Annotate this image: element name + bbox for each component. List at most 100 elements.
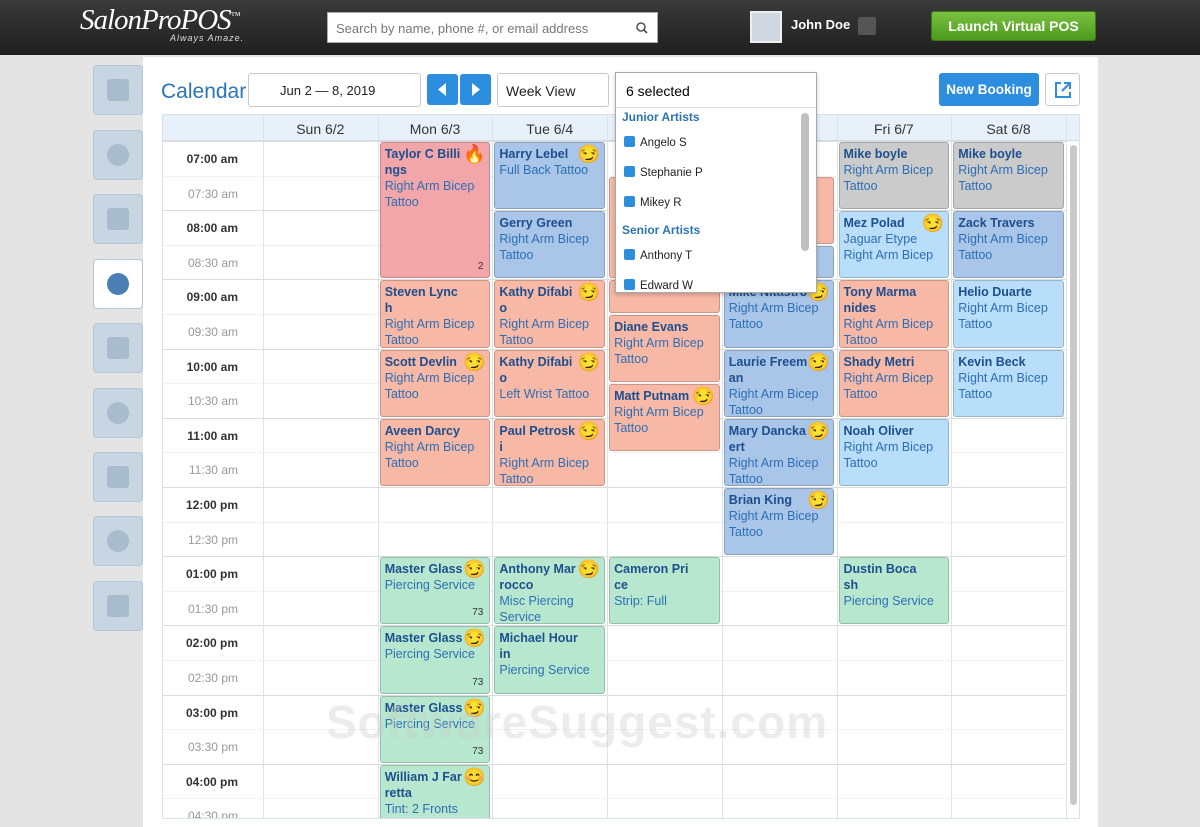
top-bar: SalonProPOS™ Always Amaze. Search by nam… <box>0 0 1200 55</box>
client-name: Steven Lynch <box>384 285 458 316</box>
client-name: Matt Putnam <box>614 389 690 404</box>
filter-value: 6 selected <box>626 83 690 99</box>
artist-name: Edward W <box>640 280 694 292</box>
mood-emoji: 😏 <box>807 420 830 441</box>
appointment[interactable]: Tony Marmanides Right Arm Bicep Tattoo <box>838 280 950 348</box>
launch-button[interactable]: Launch Virtual POS <box>931 11 1096 41</box>
sidebar-item[interactable] <box>93 581 143 631</box>
checkbox[interactable] <box>624 279 635 290</box>
client-name: Tony Marmanides <box>843 285 917 316</box>
sidebar-item[interactable] <box>93 516 143 566</box>
service: Jaguar Etype Right Arm Bicep <box>843 232 934 263</box>
client-name: Michael Hourin <box>499 631 578 662</box>
filter-select[interactable]: 6 selected <box>616 73 816 108</box>
day-header: Sat 6/8 <box>986 121 1031 137</box>
appointment[interactable]: Kevin Beck Right Arm Bicep Tattoo <box>953 349 1064 417</box>
view-select[interactable]: Week View <box>497 73 609 107</box>
row-line <box>163 279 1066 281</box>
sidebar-item[interactable] <box>93 452 143 502</box>
client-name: Helio Duarte <box>958 285 1032 300</box>
appointment[interactable]: Paul Petroski Right Arm Bicep Tattoo 😏 <box>494 418 606 486</box>
appointment[interactable]: Gerry Green Right Arm Bicep Tattoo <box>494 211 606 279</box>
artist-option[interactable]: Stephanie P <box>624 166 703 179</box>
row-line <box>163 175 1066 177</box>
appointment[interactable]: Harry Lebel Full Back Tattoo 😏 <box>494 142 606 210</box>
appointment[interactable]: Laurie Freeman Right Arm Bicep Tattoo 😏 <box>723 349 835 417</box>
mood-emoji: 😏 <box>462 628 486 649</box>
prev-button[interactable] <box>427 74 458 105</box>
appointment[interactable]: Helio Duarte Right Arm Bicep Tattoo <box>953 280 1064 348</box>
appointment[interactable]: Zack Travers Right Arm Bicep Tattoo <box>953 211 1064 279</box>
artist-option[interactable]: Angelo S <box>624 136 687 149</box>
client-name: Scott Devlin <box>384 354 457 369</box>
appointment[interactable]: William J Farretta Tint: 2 Fronts 😊 <box>379 764 491 818</box>
artist-option[interactable]: Anthony T <box>624 249 692 262</box>
sidebar-item[interactable] <box>93 65 143 115</box>
time-label: 11:30 am <box>188 463 238 478</box>
next-button[interactable] <box>460 74 491 105</box>
appointment[interactable]: Kathy Difabio Left Wrist Tattoo 😏 <box>494 349 606 417</box>
appointment[interactable]: Master Glass Piercing Service 😏 73 <box>379 557 491 625</box>
appointment[interactable]: Steven Lynch Right Arm Bicep Tattoo <box>379 280 491 348</box>
checkbox[interactable] <box>624 196 635 207</box>
appointment[interactable]: Taylor C Billings Right Arm Bicep Tattoo 🔥… <box>379 142 491 279</box>
sidebar-item[interactable] <box>93 130 143 180</box>
user-name[interactable]: John Doe <box>791 17 851 32</box>
appointment[interactable]: Aveen Darcy Right Arm Bicep Tattoo <box>379 418 491 486</box>
time-label: 04:00 pm <box>185 774 238 789</box>
logo[interactable]: SalonProPOS™ <box>80 4 241 37</box>
search-box[interactable]: Search by name, phone #, or email addres… <box>327 12 658 43</box>
appointment[interactable]: Mary Danckaert Right Arm Bicep Tattoo 😏 <box>723 418 835 486</box>
appointment[interactable]: Master Glass Piercing Service 😏 73 <box>379 695 491 763</box>
client-name: Aveen Darcy <box>384 423 460 438</box>
appointment[interactable]: Dustin Bocash Piercing Service <box>838 557 950 625</box>
sidebar-icon <box>107 595 129 617</box>
appointment[interactable]: Mez Polad Jaguar Etype Right Arm Bicep 😏 <box>838 211 950 279</box>
mood-emoji: 😏 <box>577 420 601 441</box>
sidebar-item[interactable] <box>93 259 143 309</box>
avatar[interactable] <box>750 11 782 43</box>
appointment[interactable]: Kathy Difabio Right Arm Bicep Tattoo 😏 <box>494 280 606 348</box>
appointment[interactable]: Diane Evans Right Arm Bicep Tattoo <box>609 315 720 383</box>
sidebar-item[interactable] <box>93 194 143 244</box>
appointment[interactable]: Brian King Right Arm Bicep Tattoo 😏 <box>723 488 835 556</box>
checkbox[interactable] <box>624 136 635 147</box>
day-column-line <box>836 115 838 818</box>
appointment[interactable]: Master Glass Piercing Service 😏 73 <box>379 626 491 694</box>
sidebar-item[interactable] <box>93 323 143 373</box>
appointment[interactable]: Mike boyle Right Arm Bicep Tattoo <box>838 142 950 210</box>
appointment[interactable]: Cameron Price Strip: Full <box>609 557 720 625</box>
checkbox[interactable] <box>624 249 635 260</box>
appointment[interactable]: Mike boyle Right Arm Bicep Tattoo <box>953 142 1064 210</box>
mood-emoji: 😏 <box>807 490 830 510</box>
row-line <box>163 660 1066 661</box>
service: Right Arm Bicep Tattoo <box>384 439 475 470</box>
day-header: Fri 6/7 <box>874 121 914 137</box>
service: Misc Piercing Service <box>499 594 574 625</box>
checkbox[interactable] <box>624 166 635 177</box>
logo-text: SalonProPOS <box>80 4 232 36</box>
client-name: Taylor C Billings <box>384 147 461 177</box>
new-booking-button[interactable]: New Booking <box>939 73 1039 106</box>
client-name: Mike boyle <box>843 147 908 161</box>
user-dropdown[interactable] <box>858 17 876 35</box>
sidebar-item[interactable] <box>93 388 143 438</box>
service: Right Arm Bicep Tattoo <box>499 317 590 348</box>
date-picker[interactable]: Jun 2 — 8, 2019 <box>248 73 421 107</box>
appointment[interactable]: Shady Metri Right Arm Bicep Tattoo <box>838 349 950 417</box>
open-external[interactable] <box>1045 73 1080 106</box>
logo-mark: ™ <box>230 10 241 22</box>
artist-filter[interactable]: 6 selected Junior Artists Angelo S Stephan… <box>615 72 817 293</box>
sidebar-icon <box>107 79 129 101</box>
row-line <box>163 625 1066 627</box>
appointment[interactable]: Matt Putnam Right Arm Bicep Tattoo 😏 <box>609 384 720 452</box>
appointment[interactable]: Anthony Marrocco Misc Piercing Service 😏 <box>494 557 606 625</box>
appointment[interactable]: Scott Devlin Right Arm Bicep Tattoo 😏 <box>379 349 491 417</box>
artist-option[interactable]: Edward W <box>624 279 693 292</box>
artist-option[interactable]: Mikey R <box>624 196 682 209</box>
appointment[interactable]: Noah Oliver Right Arm Bicep Tattoo <box>838 418 950 486</box>
service: Right Arm Bicep Tattoo <box>614 405 704 436</box>
service: Right Arm Bicep Tattoo <box>728 455 819 486</box>
appointment[interactable]: Michael Hourin Piercing Service <box>494 626 606 694</box>
time-label: 02:00 pm <box>185 636 238 651</box>
